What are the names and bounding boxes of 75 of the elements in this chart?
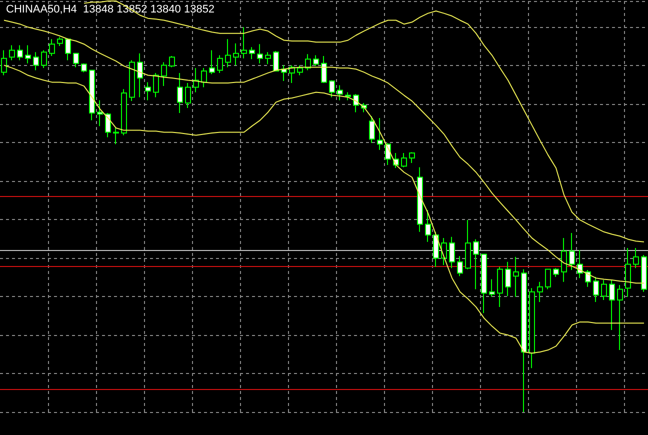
- candlestick: [41, 50, 47, 68]
- candlestick: [137, 52, 143, 98]
- candlestick: [505, 261, 511, 297]
- candlestick: [441, 238, 447, 266]
- candlestick: [313, 54, 319, 67]
- candlestick: [217, 54, 223, 74]
- candlestick: [233, 42, 239, 66]
- candlestick: [161, 62, 167, 87]
- candlestick: [305, 54, 311, 71]
- candlestick: [561, 238, 567, 282]
- candlestick: [457, 256, 463, 277]
- candlestick: [529, 288, 535, 369]
- candlestick: [625, 248, 631, 298]
- candlestick: [201, 67, 207, 88]
- candlestick: [569, 232, 575, 270]
- candlestick: [57, 36, 63, 47]
- candlestick: [81, 62, 87, 73]
- candlestick: [153, 72, 159, 98]
- candlestick: [33, 52, 39, 71]
- candlestick: [425, 209, 431, 242]
- candlestick: [337, 84, 343, 101]
- candlestick: [209, 50, 215, 75]
- candlestick: [241, 26, 247, 59]
- candlestick: [49, 38, 55, 57]
- candlestick: [641, 254, 647, 292]
- candlestick: [177, 72, 183, 114]
- candlestick: [545, 268, 551, 290]
- candlestick: [401, 152, 407, 168]
- candlestick: [145, 82, 151, 101]
- candlestick: [449, 236, 455, 269]
- candlestick: [105, 112, 111, 138]
- candlestick: [409, 152, 415, 164]
- candlestick: [465, 219, 471, 270]
- candlestick: [377, 117, 383, 150]
- candlestick: [433, 231, 439, 268]
- candlestick: [265, 52, 271, 65]
- candlestick: [257, 44, 263, 64]
- candlestick: [73, 52, 79, 68]
- candlestick: [249, 46, 255, 60]
- candlestick: [609, 280, 615, 331]
- candlestick: [185, 82, 191, 108]
- candlestick: [169, 56, 175, 68]
- candlestick: [601, 280, 607, 301]
- candlestick: [513, 256, 519, 298]
- candlestick: [489, 278, 495, 298]
- candlestick: [617, 284, 623, 351]
- candlestick: [193, 67, 199, 93]
- candlestick: [417, 166, 423, 232]
- candlestick: [97, 100, 103, 127]
- candlestick: [345, 92, 351, 101]
- candlestick: [25, 44, 31, 64]
- candlestick: [521, 268, 527, 412]
- candlestick: [593, 276, 599, 302]
- candlestick: [129, 60, 135, 102]
- candlestick: [297, 64, 303, 76]
- candlestick: [553, 268, 559, 278]
- candlestick: [577, 249, 583, 279]
- candlestick: [225, 38, 231, 68]
- candlestick: [633, 248, 639, 269]
- candlestick: [369, 116, 375, 144]
- candlestick: [1, 50, 7, 76]
- candlestick: [321, 56, 327, 84]
- candlestick: [89, 70, 95, 121]
- candlestick: [329, 80, 335, 98]
- candlestick: [497, 266, 503, 308]
- candlestick: [9, 44, 15, 61]
- candlestick: [537, 281, 543, 302]
- candlestick: [273, 50, 279, 72]
- candlestick: [353, 94, 359, 113]
- candlestick: [121, 88, 127, 136]
- candlestick: [65, 38, 71, 61]
- candlestick: [17, 44, 23, 61]
- candlestick: [113, 127, 119, 145]
- candlestick: [481, 254, 487, 314]
- candlestick: [473, 238, 479, 290]
